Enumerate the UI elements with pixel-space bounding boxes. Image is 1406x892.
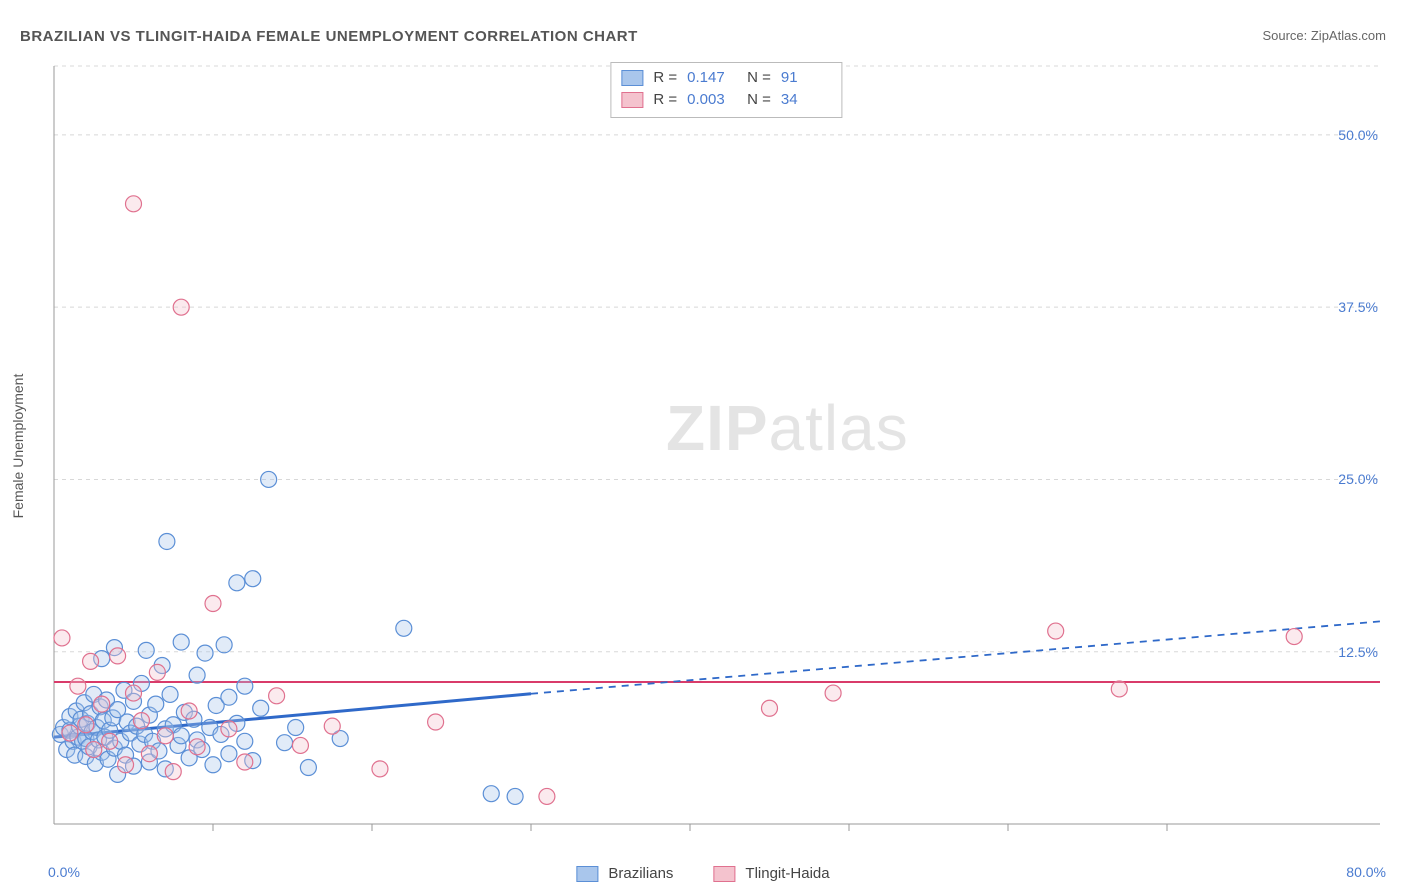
legend-item-1: Tlingit-Haida	[713, 865, 829, 882]
r-value-1: 0.003	[687, 89, 737, 111]
y-tick-label: 50.0%	[1338, 127, 1378, 143]
r-label-0: R =	[653, 67, 677, 89]
n-value-0: 91	[781, 67, 831, 89]
legend-label-0: Brazilians	[608, 865, 673, 882]
legend-swatch-1	[713, 866, 735, 882]
n-value-1: 34	[781, 89, 831, 111]
legend-swatch-0	[576, 866, 598, 882]
scatter-plot-svg	[48, 60, 1386, 852]
n-label-1: N =	[747, 89, 771, 111]
y-tick-label: 37.5%	[1338, 299, 1378, 315]
source-prefix: Source:	[1262, 28, 1310, 43]
r-label-1: R =	[653, 89, 677, 111]
y-tick-label: 12.5%	[1338, 644, 1378, 660]
source-link[interactable]: ZipAtlas.com	[1311, 28, 1386, 43]
source-attribution: Source: ZipAtlas.com	[1262, 28, 1386, 43]
series-legend: Brazilians Tlingit-Haida	[576, 865, 829, 882]
y-axis-label: Female Unemployment	[10, 374, 26, 519]
chart-plot-area	[48, 60, 1386, 852]
x-axis-max-label: 80.0%	[1346, 864, 1386, 880]
stats-row-1: R = 0.003 N = 34	[621, 89, 831, 111]
r-value-0: 0.147	[687, 67, 737, 89]
x-axis-min-label: 0.0%	[48, 864, 80, 880]
swatch-series-0	[621, 70, 643, 86]
stats-legend: R = 0.147 N = 91 R = 0.003 N = 34	[610, 62, 842, 118]
stats-row-0: R = 0.147 N = 91	[621, 67, 831, 89]
y-tick-label: 25.0%	[1338, 471, 1378, 487]
legend-item-0: Brazilians	[576, 865, 673, 882]
legend-label-1: Tlingit-Haida	[745, 865, 829, 882]
n-label-0: N =	[747, 67, 771, 89]
chart-title: BRAZILIAN VS TLINGIT-HAIDA FEMALE UNEMPL…	[20, 28, 638, 45]
swatch-series-1	[621, 92, 643, 108]
